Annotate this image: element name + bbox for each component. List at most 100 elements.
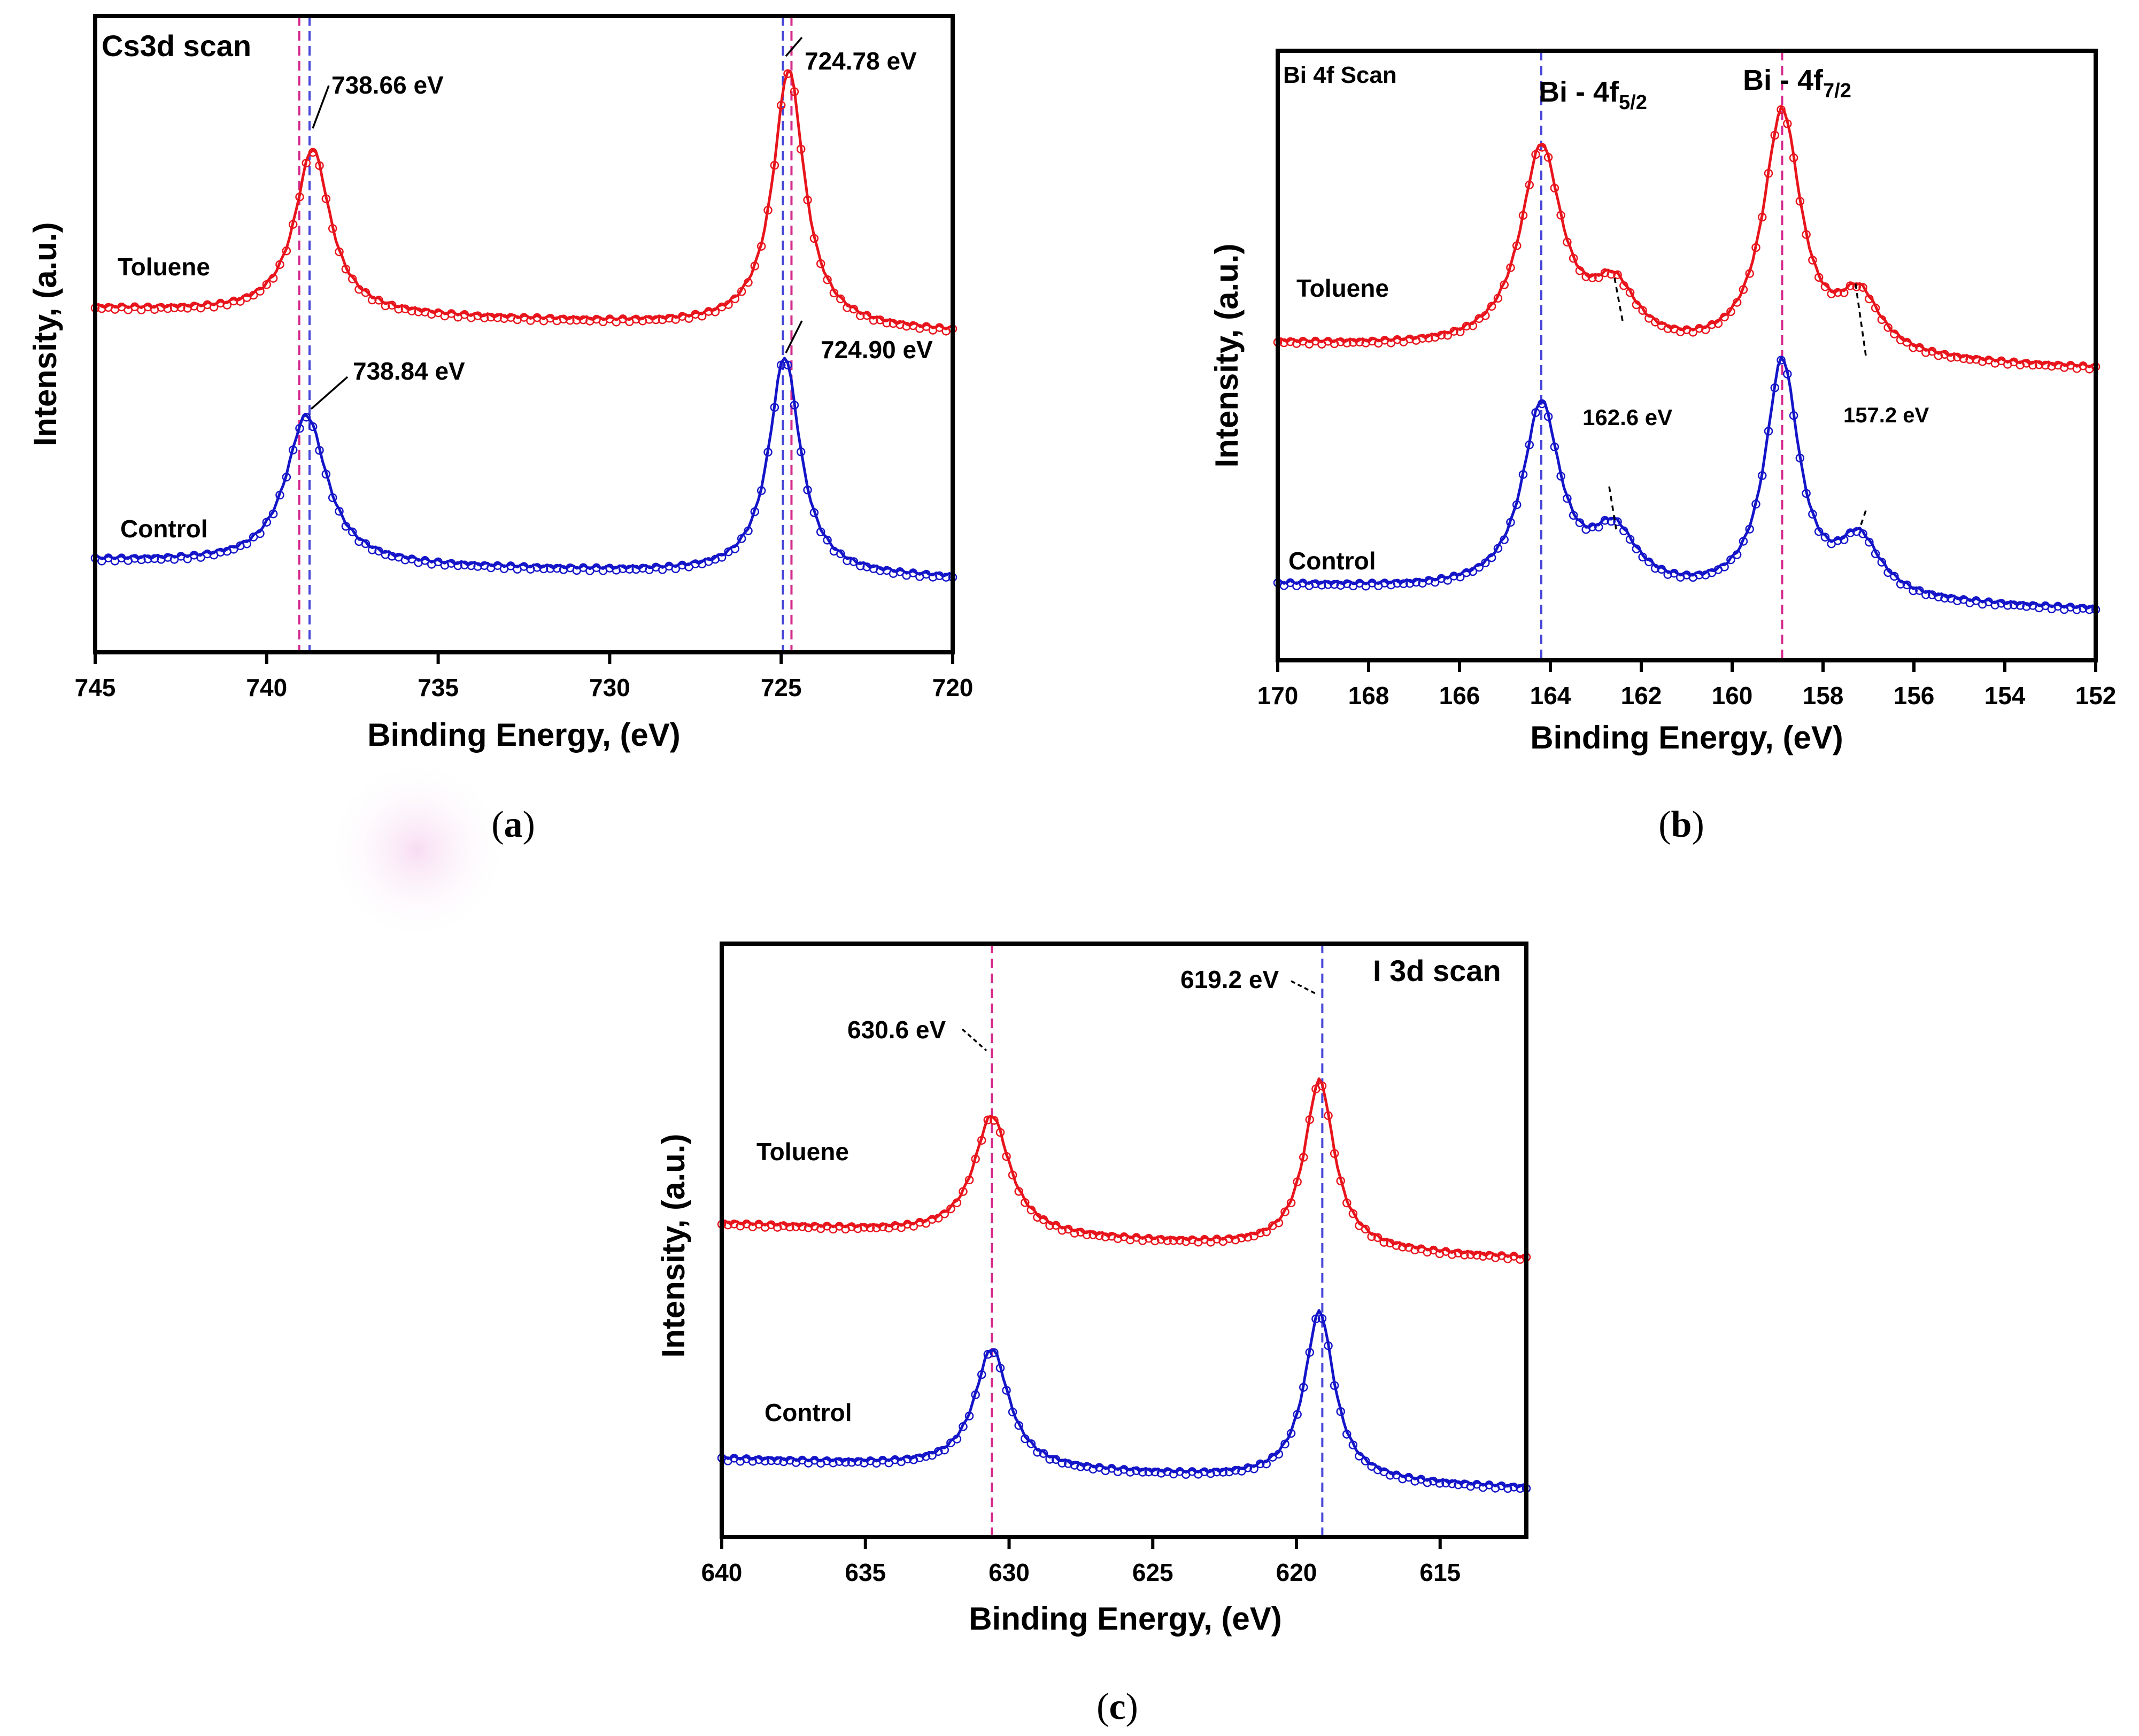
panel-c: 640 635 630 625 620 615 I 3d scan Toluene Con… (655, 942, 1531, 1727)
panel-a-point (295, 192, 304, 202)
panel-c-point (804, 1223, 813, 1232)
panel-a-point (288, 445, 298, 454)
panel-c-point (1094, 1231, 1104, 1240)
panel-c-point (1045, 1221, 1054, 1230)
panel-b-point (1430, 577, 1440, 587)
panel-b-point (1525, 180, 1534, 190)
panel-c-point (785, 1222, 794, 1232)
panel-a-point (717, 553, 727, 562)
panel-b-point (1820, 282, 1830, 291)
panel-a-point (302, 413, 311, 422)
panel-b-point (1777, 105, 1786, 114)
panel-b-point (1921, 590, 1930, 599)
panel-c-point (853, 1224, 862, 1233)
panel-a-point (487, 312, 496, 322)
panel-b-title: Bi 4f Scan (1283, 62, 1397, 88)
panel-a-point (829, 288, 839, 298)
panel-c-point (959, 1187, 968, 1196)
panel-b-point (2034, 360, 2044, 369)
panel-b-point (1814, 527, 1824, 536)
panel-b-point (1827, 289, 1836, 298)
panel-a-xtick-label-5: 720 (932, 674, 974, 701)
panel-c-point (1373, 1233, 1383, 1243)
panel-b-point (1858, 283, 1867, 292)
panel-b-point (1644, 557, 1654, 567)
panel-a-point (216, 547, 225, 557)
panel-b-point (1927, 346, 1937, 356)
panel-b-point (1890, 572, 1899, 581)
panel-a-point (790, 400, 799, 410)
panel-b-point (1757, 212, 1767, 222)
panel-a-series-control (95, 357, 954, 577)
panel-c-title: I 3d scan (1373, 954, 1501, 987)
panel-a-point (816, 527, 825, 537)
panel-a-point (796, 144, 806, 154)
panel-c-point (1163, 1236, 1172, 1245)
panel-b-point (1481, 311, 1490, 320)
panel-b-point (1795, 197, 1805, 206)
panel-a-point (645, 315, 654, 324)
panel-c-point (1045, 1455, 1054, 1464)
panel-c-point (1156, 1235, 1166, 1244)
panel-c-point (915, 1217, 924, 1227)
panel-a-point (242, 539, 252, 549)
panel-a-point (658, 565, 667, 574)
panel-b-point (1393, 578, 1402, 588)
panel-c-point (1299, 1153, 1308, 1162)
panel-a-point (203, 549, 212, 559)
panel-a-point (809, 508, 819, 518)
panel-c-point (1008, 1407, 1017, 1417)
panel-c-point (1466, 1250, 1476, 1259)
panel-a-caption: (a) (491, 804, 535, 845)
panel-c-point (1262, 1459, 1271, 1469)
panel-c-xtick-label-4: 620 (1276, 1558, 1317, 1586)
panel-c-point (1423, 1478, 1432, 1487)
panel-b-point (1424, 334, 1433, 343)
panel-c-point (1355, 1452, 1364, 1461)
panel-b-point (1890, 329, 1899, 338)
panel-c-point (952, 1434, 962, 1444)
panel-c-point (835, 1457, 844, 1466)
panel-b-point (1481, 558, 1490, 568)
panel-c-arrow-1 (1291, 980, 1316, 994)
panel-b-point (1978, 357, 1987, 366)
panel-a-point (414, 307, 423, 317)
panel-b-point (1443, 576, 1453, 585)
panel-b-point (1877, 558, 1887, 567)
panel-a-label-control: Control (120, 515, 208, 543)
panel-a-point (763, 205, 773, 215)
panel-b-point (1644, 314, 1654, 323)
panel-c-point (1503, 1484, 1512, 1493)
panel-c-point (1218, 1468, 1227, 1477)
panel-a-series-toluene (94, 70, 953, 330)
panel-b-point (1600, 516, 1610, 525)
panel-c-point (1454, 1480, 1463, 1490)
panel-b-point (1531, 150, 1540, 159)
panel-a-point (447, 309, 456, 318)
panel-b-point (1695, 323, 1704, 333)
panel-a-point (97, 304, 106, 313)
panel-a-point (420, 555, 430, 565)
panel-c-point (928, 1450, 937, 1460)
panel-b-point (1556, 211, 1565, 220)
panel-a-point (539, 564, 549, 574)
panel-c-point (1070, 1461, 1079, 1470)
panel-a-markers-toluene (90, 69, 957, 336)
panel-c-point (1311, 1314, 1321, 1324)
panel-a-point (737, 534, 746, 543)
panel-b-point (1543, 153, 1553, 162)
panel-b-point (1449, 572, 1458, 581)
panel-b-point (1619, 526, 1628, 536)
panel-b-point (1493, 294, 1503, 303)
panel-c-point (1398, 1474, 1407, 1484)
panel-b-peak-label-0: Bi - 4f5/2 (1539, 76, 1647, 114)
panel-b-point (1638, 552, 1647, 562)
panel-a-point (275, 260, 284, 269)
panel-b-point (1550, 442, 1559, 452)
panel-a-point (816, 259, 825, 268)
panel-b-point (1720, 562, 1729, 572)
panel-b-point (1745, 269, 1754, 278)
panel-b-point (1569, 253, 1578, 263)
panel-a-point (169, 303, 179, 313)
panel-c-label-toluene: Toluene (756, 1138, 849, 1166)
